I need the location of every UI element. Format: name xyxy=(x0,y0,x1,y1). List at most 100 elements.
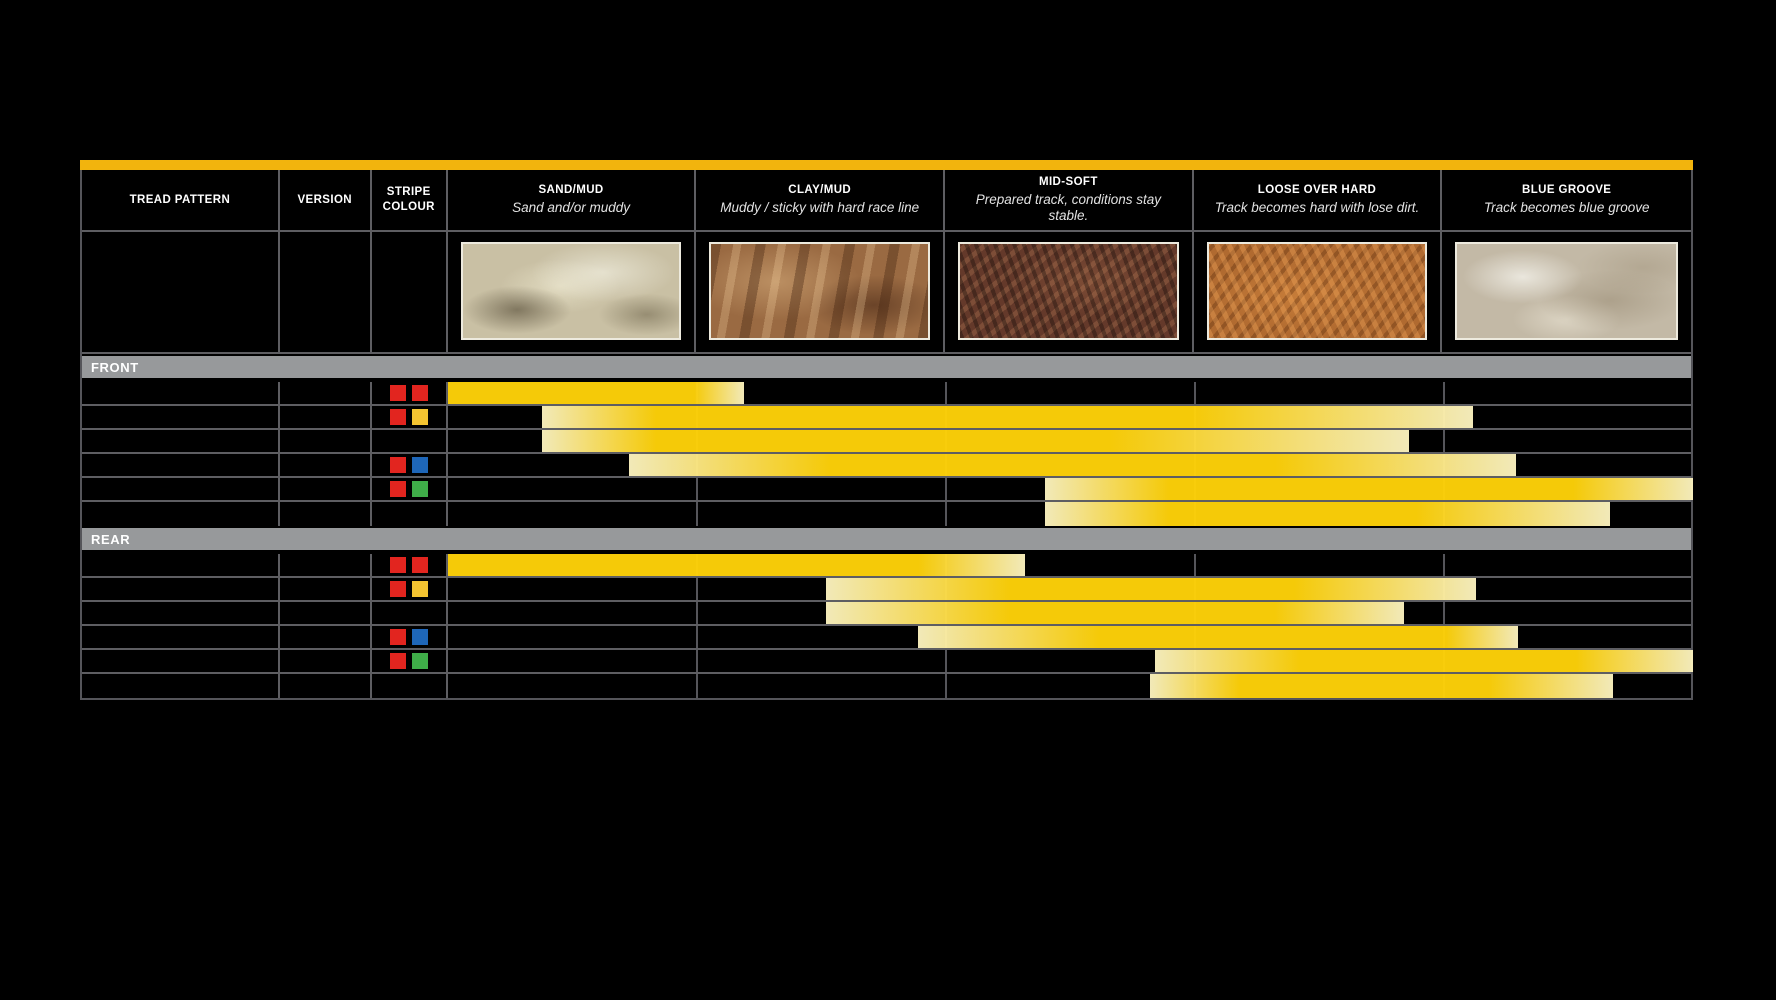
column-gridline xyxy=(944,382,947,404)
stripe-colour-swatch-red xyxy=(389,481,406,497)
table-body: TREAD PATTERN VERSION STRIPE COLOUR SAND… xyxy=(80,170,1693,700)
tyre-row xyxy=(82,478,1693,502)
stripe-colour-cell xyxy=(372,406,448,428)
tread-pattern-cell xyxy=(82,674,280,698)
condition-title: BLUE GROOVE xyxy=(1521,184,1612,197)
tyre-row xyxy=(82,674,1691,698)
stripe-colour-cell xyxy=(372,554,448,576)
tyre-row xyxy=(82,430,1691,454)
column-gridline xyxy=(1442,382,1445,404)
section-label: REAR xyxy=(91,531,131,547)
tyre-row xyxy=(82,454,1691,478)
terrain-photo-loose xyxy=(1206,242,1428,340)
tread-pattern-cell xyxy=(82,554,280,576)
column-gridline xyxy=(1442,554,1445,576)
stripe-swatches xyxy=(372,454,446,476)
condition-range-area xyxy=(448,478,1693,500)
column-gridline xyxy=(944,674,947,698)
tyre-row xyxy=(82,602,1691,626)
condition-range-bar xyxy=(1045,478,1693,500)
condition-title: CLAY/MUD xyxy=(788,184,852,197)
col-header-label: VERSION xyxy=(297,193,353,206)
stripe-colour-swatch-red xyxy=(389,385,406,401)
column-gridline xyxy=(695,602,698,624)
stripe-colour-cell xyxy=(372,578,448,600)
version-cell xyxy=(280,626,372,648)
stripe-swatches xyxy=(372,554,446,576)
tread-pattern-cell xyxy=(82,382,280,404)
tyre-row xyxy=(82,626,1691,650)
version-cell xyxy=(280,578,372,600)
tread-pattern-cell xyxy=(82,454,280,476)
version-cell xyxy=(280,406,372,428)
condition-range-bar xyxy=(1045,502,1611,526)
stripe-colour-swatch-blue xyxy=(411,629,428,645)
column-gridline xyxy=(695,578,698,600)
stripe-colour-cell xyxy=(372,674,448,698)
col-header-version: VERSION xyxy=(280,170,372,230)
condition-range-area xyxy=(447,382,1691,404)
stripe-swatches xyxy=(372,650,446,672)
condition-range-area xyxy=(448,454,1691,476)
photo-cell xyxy=(945,232,1194,352)
condition-range-bar xyxy=(1149,674,1613,698)
photo-cell xyxy=(1442,232,1691,352)
condition-subtitle: Track becomes blue groove xyxy=(1483,200,1650,216)
stripe-colour-cell xyxy=(372,382,448,404)
stripe-colour-swatch-red xyxy=(389,629,406,645)
condition-range-area xyxy=(447,554,1691,576)
condition-range-area xyxy=(448,626,1691,648)
condition-range-bar xyxy=(629,454,1516,476)
tyre-row xyxy=(82,406,1691,430)
condition-range-area xyxy=(448,674,1691,698)
condition-range-bar xyxy=(447,382,744,404)
condition-range-bar xyxy=(826,602,1404,624)
terrain-photo-sand xyxy=(460,242,682,340)
column-gridline xyxy=(695,626,698,648)
stripe-swatches xyxy=(372,578,446,600)
tread-pattern-cell xyxy=(82,430,280,452)
stripe-colour-swatch-red xyxy=(389,653,406,669)
stripe-colour-cell xyxy=(372,430,448,452)
column-gridline xyxy=(695,650,698,672)
version-cell xyxy=(280,502,372,526)
col-header-tread-pattern: TREAD PATTERN xyxy=(82,170,280,230)
stripe-colour-cell xyxy=(372,650,448,672)
condition-range-bar xyxy=(1154,650,1693,672)
empty-cell xyxy=(372,232,448,352)
section-bar-rear: REAR xyxy=(82,528,1691,550)
col-header-label: TREAD PATTERN xyxy=(129,193,231,206)
version-cell xyxy=(280,430,372,452)
version-cell xyxy=(280,554,372,576)
photo-cell xyxy=(448,232,697,352)
tyre-row xyxy=(82,554,1691,578)
tread-pattern-cell xyxy=(82,502,280,526)
condition-subtitle: Sand and/or muddy xyxy=(512,200,630,216)
stripe-colour-swatch-red xyxy=(411,385,428,401)
condition-range-bar xyxy=(542,430,1409,452)
section-label: FRONT xyxy=(91,359,139,375)
terrain-photo-mid xyxy=(957,242,1179,340)
column-gridline xyxy=(1193,554,1196,576)
stripe-colour-cell xyxy=(372,478,448,500)
col-header-stripe-colour: STRIPE COLOUR xyxy=(372,170,448,230)
sections-container: FRONT REAR xyxy=(82,356,1693,698)
col-header-mid-soft: MID-SOFT Prepared track, conditions stay … xyxy=(945,170,1194,230)
accent-bar xyxy=(80,160,1693,170)
column-gridline xyxy=(695,674,698,698)
condition-range-bar xyxy=(542,406,1474,428)
column-gridline xyxy=(1442,602,1445,624)
tyre-row xyxy=(82,578,1691,602)
version-cell xyxy=(280,650,372,672)
condition-range-bar xyxy=(918,626,1519,648)
condition-range-area xyxy=(448,650,1693,672)
column-gridline xyxy=(944,478,947,500)
col-header-sand-mud: SAND/MUD Sand and/or muddy xyxy=(448,170,697,230)
tyre-row xyxy=(82,382,1691,406)
tread-pattern-cell xyxy=(82,478,280,500)
condition-title: SAND/MUD xyxy=(538,184,604,197)
condition-range-area xyxy=(448,502,1691,526)
stripe-colour-cell xyxy=(372,454,448,476)
empty-cell xyxy=(82,232,280,352)
header-row: TREAD PATTERN VERSION STRIPE COLOUR SAND… xyxy=(82,170,1691,232)
